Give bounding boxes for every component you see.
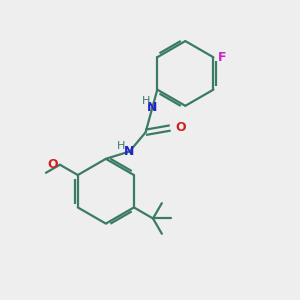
Text: N: N [147,101,158,114]
Text: H: H [117,141,125,151]
Text: N: N [124,145,135,158]
Text: F: F [218,51,226,64]
Text: O: O [176,122,186,134]
Text: H: H [142,96,150,106]
Text: O: O [48,158,58,171]
